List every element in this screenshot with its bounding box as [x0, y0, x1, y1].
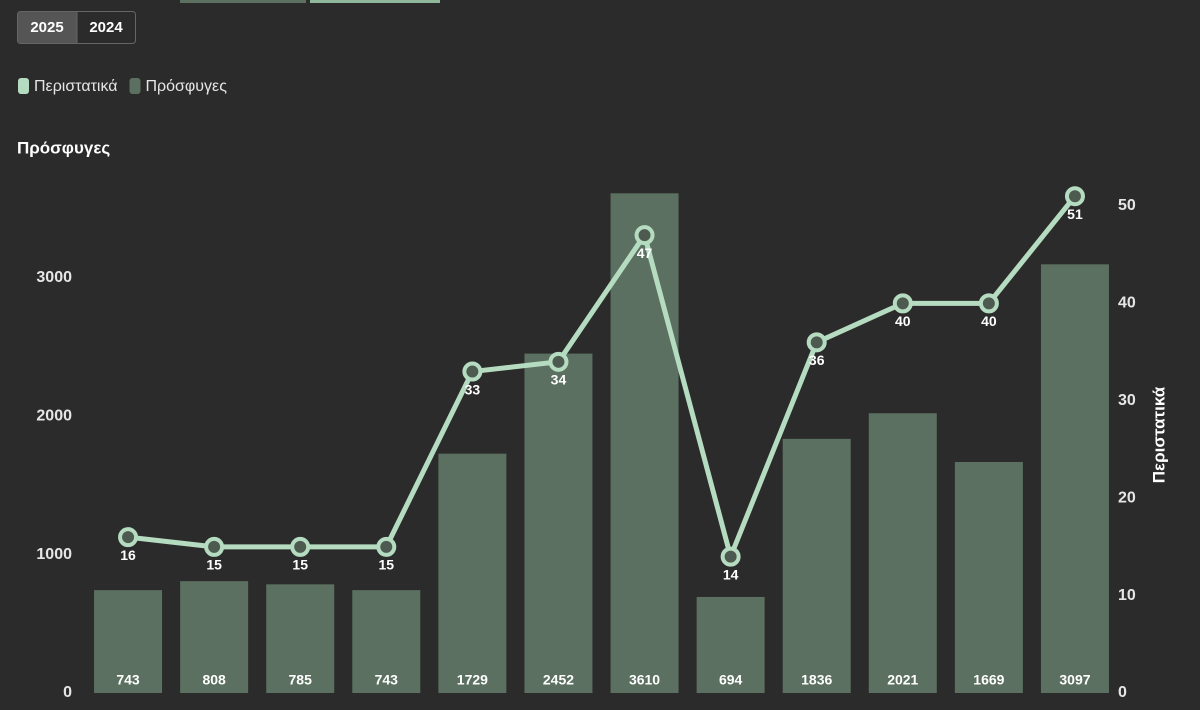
line-marker	[204, 536, 225, 557]
bar-value-label: 1669	[973, 672, 1004, 688]
bar	[180, 581, 249, 693]
y2-axis-title: Περιστατικά	[1149, 386, 1168, 483]
line-value-label: 40	[981, 313, 997, 329]
line-value-label: 47	[637, 245, 653, 261]
line-marker	[1064, 186, 1085, 207]
line-value-label: 36	[809, 352, 825, 368]
bar	[94, 590, 163, 693]
line-value-label: 40	[895, 313, 911, 329]
bar-value-label: 2021	[887, 672, 918, 688]
y2-tick-label: 30	[1118, 392, 1136, 409]
line-marker	[290, 536, 311, 557]
tab-group	[17, 11, 136, 44]
legend-swatch	[18, 78, 29, 94]
top-decoration	[310, 0, 440, 3]
bar-value-label: 2452	[543, 672, 574, 688]
bar	[868, 413, 937, 693]
line-marker	[548, 351, 569, 372]
tab-selected-bg	[18, 12, 77, 43]
bar	[352, 590, 421, 693]
y-tick-label: 2000	[36, 407, 72, 424]
line-marker	[720, 546, 741, 567]
line-marker	[978, 293, 999, 314]
bar	[954, 461, 1023, 693]
top-decoration	[180, 0, 306, 3]
bar-value-label: 3610	[629, 672, 660, 688]
tab[interactable]: 2025	[30, 19, 63, 36]
legend-swatch	[129, 78, 141, 94]
line-value-label: 51	[1067, 206, 1083, 222]
bar-value-label: 743	[375, 672, 399, 688]
y-tick-label: 1000	[36, 546, 72, 563]
line-marker	[806, 332, 827, 353]
bar-value-label: 1729	[457, 672, 488, 688]
line	[127, 194, 1077, 560]
tab[interactable]: 2024	[89, 19, 123, 36]
line-value-label: 34	[551, 372, 567, 388]
line-value-label: 15	[292, 557, 308, 573]
bar	[524, 353, 593, 693]
bar	[438, 453, 507, 693]
bar-value-label: 785	[289, 672, 313, 688]
line-value-label: 15	[379, 557, 395, 573]
bar-value-label: 808	[202, 672, 226, 688]
legend-label: Πρόσφυγες	[146, 78, 228, 95]
y2-tick-label: 0	[1118, 684, 1127, 701]
bar	[610, 193, 679, 694]
line-marker	[462, 361, 483, 382]
y-tick-label: 0	[63, 684, 72, 701]
line-marker	[634, 225, 655, 246]
bar-value-label: 1836	[801, 672, 832, 688]
y2-tick-label: 50	[1118, 197, 1136, 214]
bar	[696, 596, 765, 693]
line-value-label: 33	[465, 381, 481, 397]
line-marker	[376, 536, 397, 557]
y2-tick-label: 40	[1118, 295, 1136, 312]
line-value-label: 16	[120, 547, 136, 563]
line-marker	[118, 527, 139, 548]
line-value-label: 14	[723, 566, 739, 582]
line-value-label: 15	[206, 557, 222, 573]
bar-value-label: 694	[719, 672, 743, 688]
y-axis-title: Πρόσφυγες	[17, 138, 110, 157]
legend-label: Περιστατικά	[34, 78, 118, 95]
bar	[1040, 264, 1109, 693]
bar-value-label: 743	[116, 672, 140, 688]
bar	[266, 584, 335, 693]
y2-tick-label: 10	[1118, 587, 1136, 604]
y2-tick-label: 20	[1118, 489, 1136, 506]
line-marker	[892, 293, 913, 314]
bar	[782, 438, 851, 693]
y-tick-label: 3000	[36, 269, 72, 286]
bar-value-label: 3097	[1059, 672, 1090, 688]
